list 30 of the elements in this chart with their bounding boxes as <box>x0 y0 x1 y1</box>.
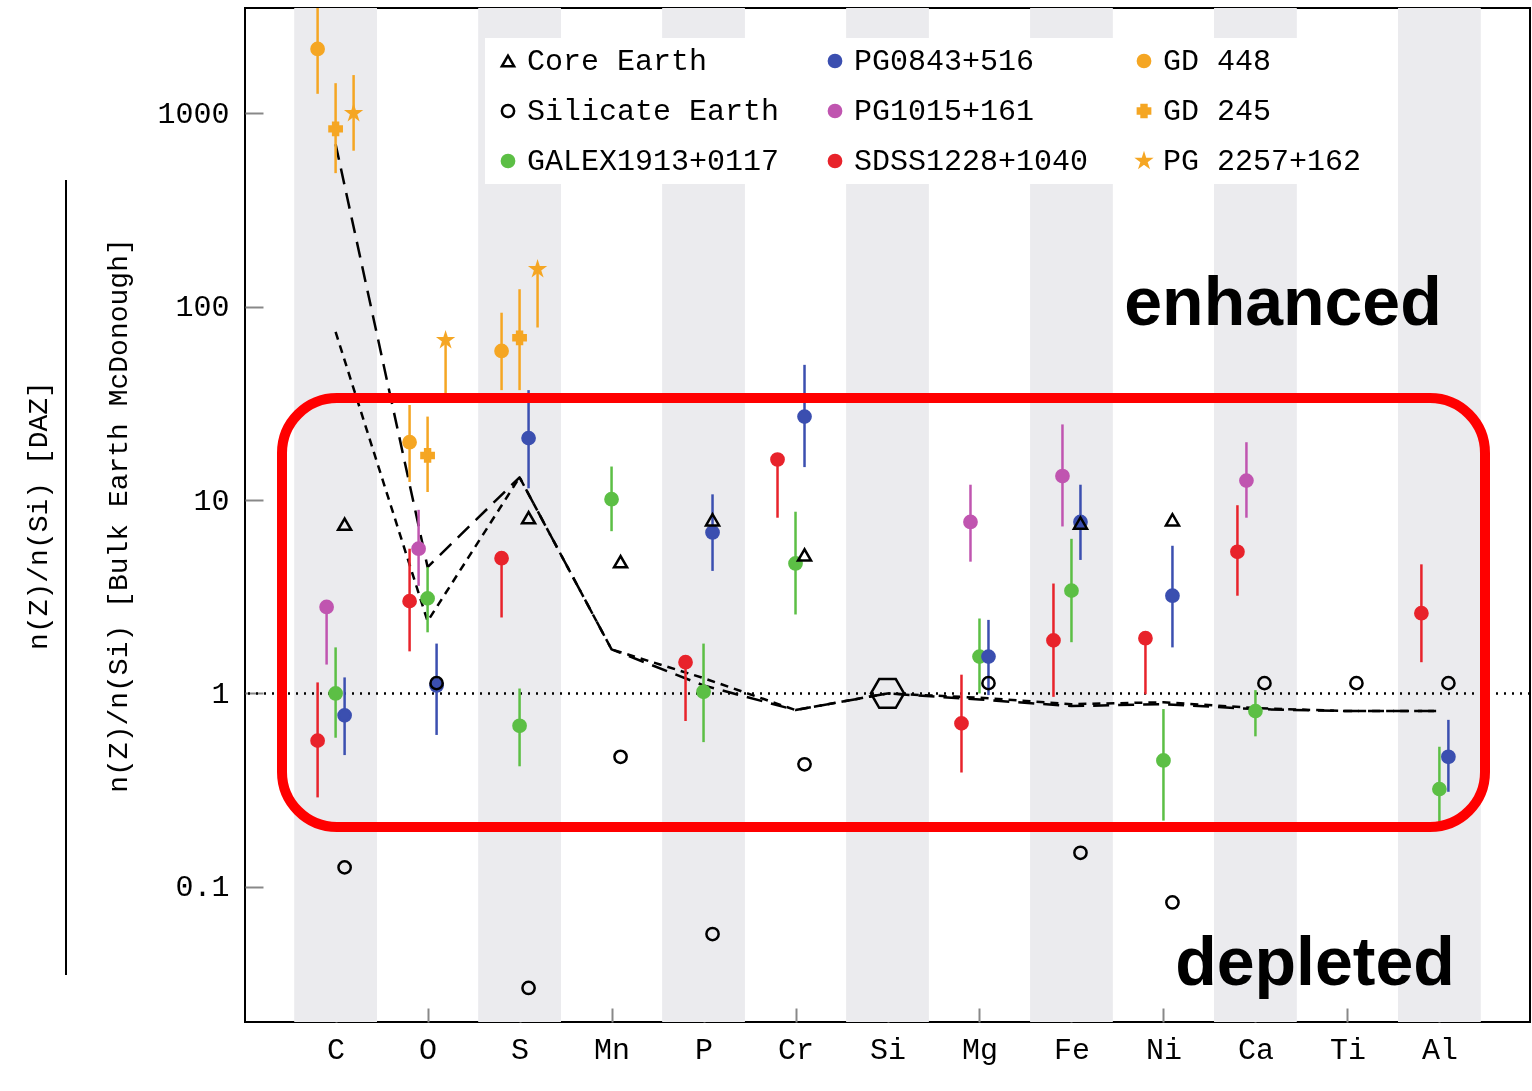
legend-label: Silicate Earth <box>527 95 780 129</box>
legend-label: Core Earth <box>527 45 708 79</box>
x-tick-label: O <box>419 1033 438 1068</box>
x-tick-label: Ti <box>1329 1033 1366 1068</box>
x-tick-label: Ni <box>1145 1033 1182 1068</box>
x-tick-label: Ca <box>1237 1033 1274 1068</box>
legend-label: PG 2257+162 <box>1163 145 1362 179</box>
x-tick-label: Cr <box>778 1033 815 1068</box>
legend-label: GALEX1913+0117 <box>527 145 780 179</box>
legend-label: PG1015+161 <box>854 95 1035 129</box>
x-tick-label: Al <box>1421 1033 1458 1068</box>
x-tick-label: C <box>327 1033 346 1068</box>
annotation: depleted <box>1175 923 1455 999</box>
x-tick-label: Mn <box>594 1033 631 1068</box>
y-tick-label: 10 <box>193 484 230 519</box>
y-tick-label: 100 <box>175 291 230 326</box>
legend-label: GD 448 <box>1163 45 1272 79</box>
x-tick-label: Fe <box>1053 1033 1090 1068</box>
x-tick-label: P <box>695 1033 714 1068</box>
y-tick-label: 1000 <box>157 97 230 132</box>
legend-label: SDSS1228+1040 <box>854 145 1089 179</box>
x-tick-label: Mg <box>961 1033 998 1068</box>
y-tick-label: 0.1 <box>175 871 230 906</box>
x-tick-label: Si <box>869 1033 907 1068</box>
text: n(Z)/n(Si) [DAZ] n(Z)/n(Si) [Bulk Earth McDonough] <box>24 238 136 793</box>
legend-label: GD 245 <box>1163 95 1272 129</box>
legend-label: PG0843+516 <box>854 45 1035 79</box>
y-tick-label: 1 <box>211 677 230 712</box>
x-tick-label: S <box>511 1033 530 1068</box>
annotation: enhanced <box>1124 263 1442 339</box>
